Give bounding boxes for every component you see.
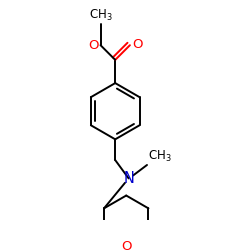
Text: CH$_3$: CH$_3$ <box>148 149 172 164</box>
Text: N: N <box>123 171 134 186</box>
Text: O: O <box>132 38 142 51</box>
Text: O: O <box>88 39 99 52</box>
Text: O: O <box>121 240 132 250</box>
Text: CH$_3$: CH$_3$ <box>89 8 112 23</box>
